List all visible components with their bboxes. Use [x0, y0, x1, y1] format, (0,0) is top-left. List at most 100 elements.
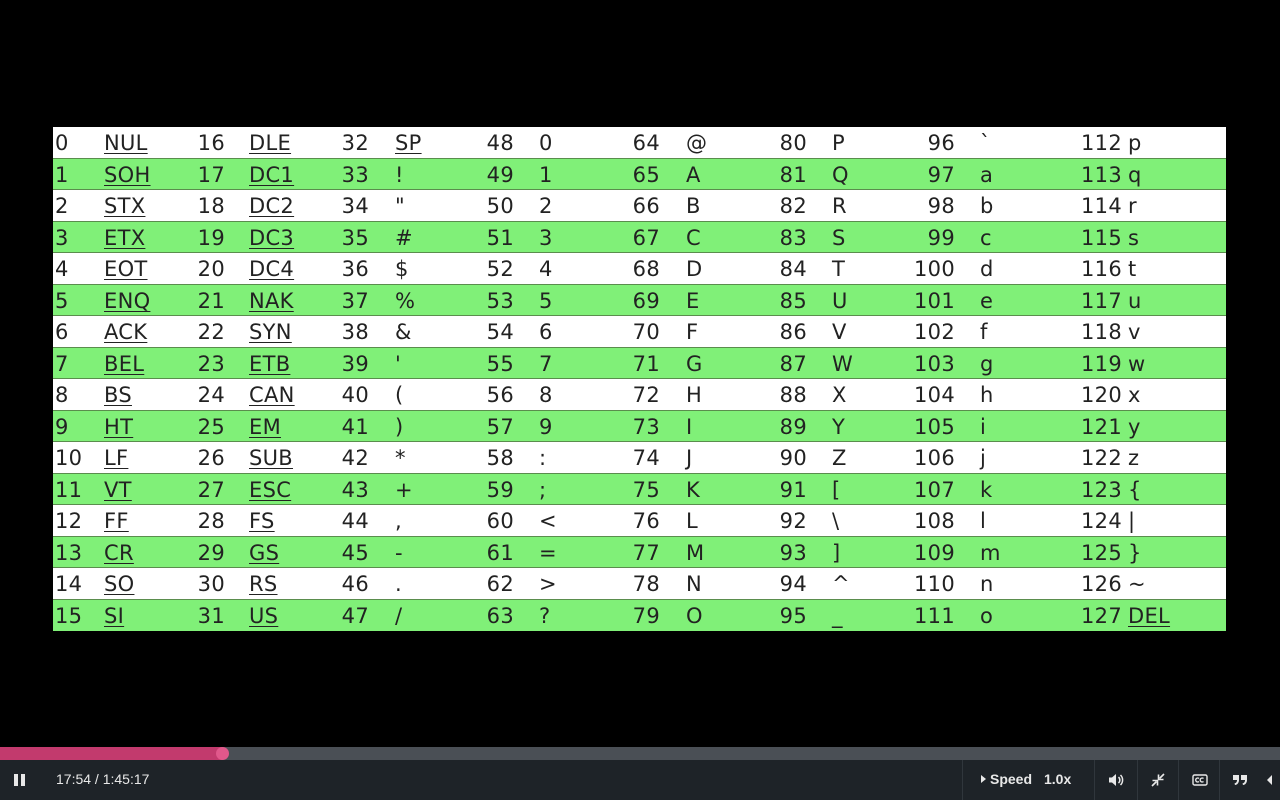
ascii-code: 76 [632, 509, 660, 533]
progress-handle[interactable] [215, 747, 229, 760]
ascii-code: 122 [1081, 446, 1122, 470]
ascii-char: , [395, 509, 402, 533]
ascii-char: X [832, 383, 847, 407]
ascii-char: SO [104, 572, 135, 596]
ascii-code: 97 [927, 162, 955, 187]
ascii-char: EM [249, 414, 281, 439]
ascii-code: 28 [197, 509, 225, 533]
ascii-char: < [539, 509, 557, 533]
ascii-code: 127 [1081, 603, 1122, 628]
ascii-char: SYN [249, 320, 292, 344]
ascii-char: m [980, 540, 1001, 565]
ascii-char: ESC [249, 477, 292, 502]
ascii-char: + [395, 477, 413, 502]
ascii-code: 62 [486, 572, 514, 596]
ascii-char: " [395, 194, 405, 218]
ascii-char: VT [104, 477, 132, 502]
ascii-code: 79 [632, 603, 660, 628]
table-row: 1 SOH 17 DC1 33! 49 1 65 A 81 Q 97 a 113 q [53, 158, 1226, 190]
ascii-char: w [1128, 351, 1146, 376]
ascii-code: 83 [779, 225, 807, 250]
ascii-code: 120 [1081, 383, 1122, 407]
ascii-code: 78 [632, 572, 660, 596]
ascii-char: O [686, 603, 703, 628]
ascii-code: 75 [632, 477, 660, 502]
ascii-code: 69 [632, 288, 660, 313]
ascii-char: s [1128, 225, 1140, 250]
ascii-code: 93 [779, 540, 807, 565]
ascii-code: 7 [55, 351, 69, 376]
transcript-button[interactable] [1220, 760, 1260, 800]
table-row: 14 SO 30 RS 46. 62 >78 N 94 ^ 110 n 126 ~ [53, 568, 1226, 600]
ascii-char: ACK [104, 320, 148, 344]
ascii-char: SOH [104, 162, 151, 187]
ascii-char: FS [249, 509, 275, 533]
ascii-char: 7 [539, 351, 553, 376]
ascii-char: # [395, 225, 413, 250]
ascii-char: 9 [539, 414, 553, 439]
table-row: 11 VT 27 ESC 43 +59; 75 K 91 [107 k 123{ [53, 473, 1226, 505]
ascii-code: 29 [197, 540, 225, 565]
ascii-char: $ [395, 257, 409, 281]
ascii-char: ETB [249, 351, 291, 376]
captions-button[interactable] [1180, 760, 1220, 800]
table-row: 9 HT 25 EM 41) 57 9 73 I 89 Y 105 i 121 y [53, 410, 1226, 442]
ascii-code: 110 [914, 572, 955, 596]
exit-fullscreen-icon [1151, 773, 1165, 787]
ascii-char: : [539, 446, 547, 470]
ascii-char: DC4 [249, 257, 295, 281]
ascii-char: l [980, 509, 987, 533]
ascii-code: 126 [1081, 572, 1122, 596]
ascii-code: 54 [486, 320, 514, 344]
table-row: 15 SI 31 US 47 / 63? 79 O 95 _ 111 o 127 DEL [53, 599, 1226, 631]
ascii-char: C [686, 225, 701, 250]
ascii-char: F [686, 320, 699, 344]
ascii-code: 85 [779, 288, 807, 313]
ascii-code: 74 [632, 446, 660, 470]
ascii-char: DC2 [249, 194, 295, 218]
ascii-code: 68 [632, 257, 660, 281]
table-row: 0 NUL 16 DLE 32 SP 48 0 64 @80 P 96 ` 112 p [53, 127, 1226, 159]
ascii-code: 67 [632, 225, 660, 250]
ascii-char: \ [832, 509, 840, 533]
ascii-char: L [686, 509, 698, 533]
ascii-code: 94 [779, 572, 807, 596]
exit-fullscreen-button[interactable] [1138, 760, 1178, 800]
ascii-code: 71 [632, 351, 660, 376]
speed-label: Speed [990, 771, 1033, 787]
ascii-char: SI [104, 603, 125, 628]
ascii-char: 4 [539, 257, 553, 281]
ascii-char: SUB [249, 446, 294, 470]
ascii-char: ; [539, 477, 547, 502]
transcript-quote-icon [1233, 775, 1247, 785]
pause-icon [21, 774, 25, 786]
ascii-code: 100 [914, 257, 955, 281]
progress-fill [0, 747, 222, 760]
ascii-char: ] [832, 540, 841, 565]
progress-bar[interactable] [0, 747, 1280, 760]
ascii-code: 11 [55, 477, 83, 502]
ascii-code: 91 [779, 477, 807, 502]
ascii-code: 44 [341, 509, 369, 533]
pause-button[interactable] [8, 770, 30, 790]
ascii-char: HT [104, 414, 134, 439]
ascii-code: 108 [914, 509, 955, 533]
ascii-char: D [686, 257, 703, 281]
ascii-char: S [832, 225, 846, 250]
volume-button[interactable] [1096, 760, 1136, 800]
ascii-char: NAK [249, 288, 294, 313]
video-frame[interactable]: 0 NUL 16 DLE 32 SP 48 0 64 @80 P 96 ` 112 p 1 SOH 17 DC1 33… [0, 0, 1280, 747]
ascii-code: 40 [341, 383, 369, 407]
ascii-char: E [686, 288, 700, 313]
ascii-code: 98 [927, 194, 955, 218]
ascii-code: 21 [197, 288, 225, 313]
ascii-table: 0 NUL 16 DLE 32 SP 48 0 64 @80 P 96 ` 112 p 1 SOH 17 DC1 33… [53, 127, 1226, 631]
ascii-char: ~ [1128, 572, 1146, 596]
table-row: 10 LF 26 SUB 42 * 58: 74 J 90 Z 106 j 122 z [53, 442, 1226, 474]
ascii-char: M [686, 540, 705, 565]
ascii-code: 13 [55, 540, 83, 565]
speed-button[interactable]: Speed 1.0x [963, 760, 1094, 800]
ascii-code: 23 [197, 351, 225, 376]
collapse-panel-button[interactable] [1258, 760, 1280, 800]
ascii-char: t [1128, 257, 1137, 281]
